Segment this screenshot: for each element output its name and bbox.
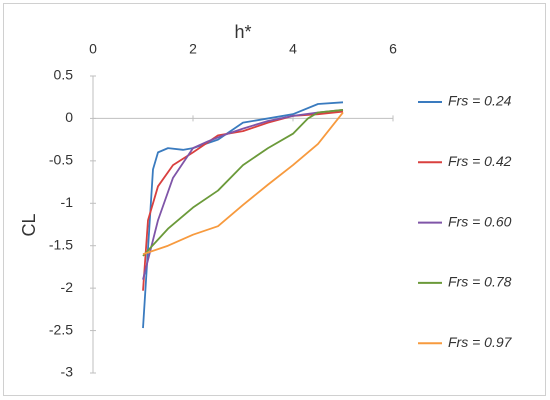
x-axis-label: h* — [234, 22, 251, 42]
y-tick-label: -2 — [61, 279, 74, 295]
series-line — [142, 111, 344, 256]
y-tick-label: 0.5 — [54, 67, 74, 83]
legend-label: Frs = 0.78 — [448, 274, 512, 290]
y-tick-label: -1.5 — [49, 236, 73, 252]
x-tick-label: 4 — [289, 41, 297, 57]
legend-label: Frs = 0.42 — [448, 153, 512, 169]
series-line — [142, 109, 344, 257]
y-tick-label: 0 — [65, 109, 73, 125]
x-tick-label: 0 — [89, 41, 97, 57]
series-line — [142, 109, 344, 280]
y-tick-label: -2.5 — [49, 321, 73, 337]
y-tick-label: -0.5 — [49, 152, 73, 168]
y-axis-label: CL — [19, 213, 39, 236]
y-tick-label: -1 — [61, 194, 74, 210]
y-tick-label: -3 — [61, 364, 74, 380]
x-tick-label: 6 — [389, 41, 397, 57]
legend-label: Frs = 0.60 — [448, 213, 512, 229]
legend-label: Frs = 0.24 — [448, 93, 512, 109]
legend-label: Frs = 0.97 — [448, 334, 513, 350]
x-tick-label: 2 — [189, 41, 197, 57]
